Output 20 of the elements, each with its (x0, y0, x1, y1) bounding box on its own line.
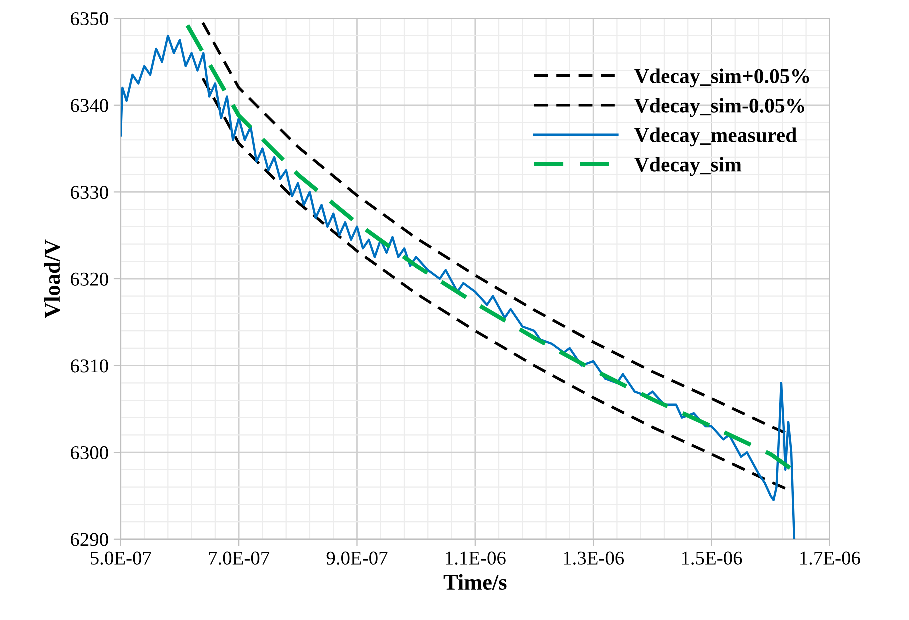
legend-label: Vdecay_sim-0.05% (634, 98, 804, 118)
x-tick-label: 1.5E-06 (682, 552, 742, 565)
legend-label: Vdecay_sim+0.05% (634, 68, 810, 88)
x-tick-label: 1.1E-06 (446, 552, 506, 565)
legend-label: Vdecay_measured (634, 128, 797, 147)
y-tick-label: 6330 (71, 186, 108, 200)
y-tick-label: 6340 (71, 99, 108, 112)
y-tick-label: 6290 (71, 533, 108, 546)
y-axis-title: Vload/V (44, 240, 60, 318)
y-tick-label: 6350 (71, 12, 108, 26)
x-tick-label: 9.0E-07 (326, 552, 388, 565)
y-tick-label: 6310 (71, 360, 108, 373)
y-tick-label: 6300 (71, 446, 108, 460)
x-tick-label: 1.3E-06 (564, 552, 624, 565)
x-axis-title: Time/s (444, 574, 507, 590)
legend-label: Vdecay_sim (634, 157, 742, 176)
x-tick-label: 5.0E-07 (90, 552, 152, 565)
x-tick-label: 1.7E-06 (800, 552, 860, 565)
x-tick-label: 7.0E-07 (209, 552, 270, 565)
y-tick-label: 6320 (71, 272, 108, 286)
